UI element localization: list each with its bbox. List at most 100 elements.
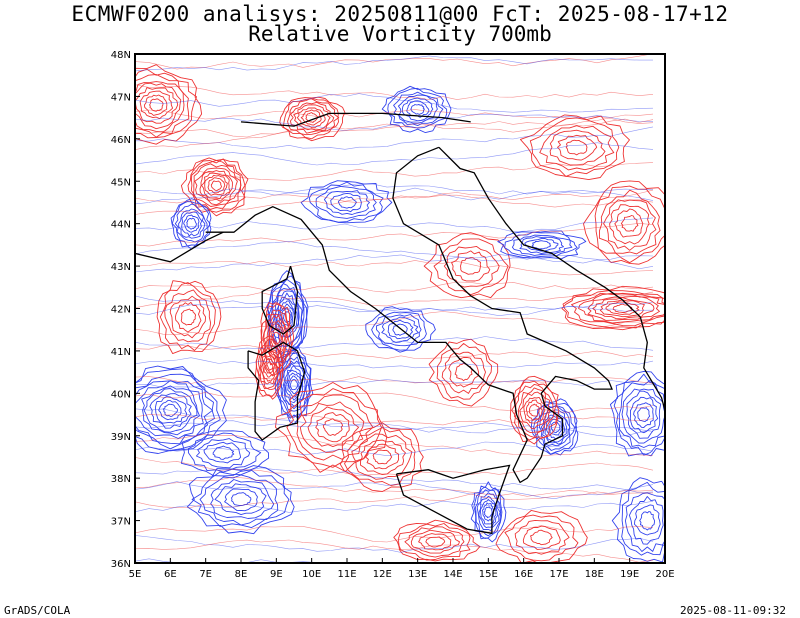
background-contour xyxy=(135,281,654,293)
negative-vorticity-contour xyxy=(375,314,422,347)
background-contour xyxy=(135,392,654,413)
negative-vorticity-contour xyxy=(224,488,258,512)
negative-vorticity-contour xyxy=(158,400,182,421)
negative-vorticity-contour xyxy=(629,396,659,434)
positive-vorticity-contour xyxy=(562,290,665,329)
background-contour xyxy=(135,217,654,233)
background-contour xyxy=(135,222,654,247)
background-contour xyxy=(135,260,654,276)
lat-label: 43N xyxy=(111,262,131,273)
negative-vorticity-contour xyxy=(497,230,587,260)
negative-vorticity-contour xyxy=(511,234,573,256)
positive-vorticity-contour xyxy=(372,449,393,465)
positive-vorticity-contour xyxy=(393,519,481,562)
negative-vorticity-contour xyxy=(401,97,434,122)
background-contour xyxy=(135,535,654,553)
positive-vorticity-contour xyxy=(360,439,406,476)
positive-vorticity-contour xyxy=(263,358,275,378)
negative-vorticity-contour xyxy=(392,323,408,336)
negative-vorticity-contour xyxy=(628,496,664,545)
positive-vorticity-contour xyxy=(620,215,639,232)
positive-vorticity-contour xyxy=(423,232,511,299)
lon-label: 19E xyxy=(620,569,639,580)
coastline xyxy=(261,265,299,335)
negative-vorticity-contour xyxy=(633,402,654,428)
background-contour xyxy=(135,420,654,434)
positive-vorticity-contour xyxy=(135,64,203,145)
background-contour xyxy=(135,301,654,317)
background-contour xyxy=(135,457,654,477)
positive-vorticity-contour xyxy=(144,94,168,116)
positive-vorticity-contour xyxy=(530,529,553,546)
background-contour xyxy=(135,54,654,70)
longitude-labels: 5E 6E 7E 8E 9E 10E 11E 12E 13E 14E 15E 16E 17E 18E 19E… xyxy=(129,569,675,580)
map-title-line2: Relative Vorticity 700mb xyxy=(248,22,552,46)
positive-vorticity-contour xyxy=(549,129,606,166)
negative-vorticity-contour xyxy=(186,465,295,535)
lat-label: 42N xyxy=(111,305,131,316)
positive-vorticity-contour xyxy=(598,189,661,255)
positive-vorticity-contour xyxy=(159,282,216,351)
positive-vorticity-contour xyxy=(571,292,665,327)
lon-label: 13E xyxy=(408,569,427,580)
background-contour xyxy=(135,539,654,563)
lon-label: 14E xyxy=(443,569,462,580)
positive-vorticity-contour xyxy=(272,331,281,345)
negative-vorticity-contour xyxy=(381,85,452,134)
coastline xyxy=(135,231,224,263)
negative-vorticity-contour xyxy=(483,506,493,519)
lon-label: 15E xyxy=(479,569,498,580)
negative-vorticity-contour xyxy=(548,418,563,436)
negative-vorticity-contour xyxy=(276,348,311,419)
negative-vorticity-contour xyxy=(203,441,242,464)
positive-vorticity-contour xyxy=(282,97,339,140)
lat-label: 37N xyxy=(111,517,131,528)
negative-vorticity-contour xyxy=(381,316,419,343)
lon-label: 10E xyxy=(302,569,321,580)
negative-vorticity-contour xyxy=(531,240,552,250)
negative-vorticity-contour xyxy=(618,380,665,448)
negative-vorticity-contour xyxy=(210,479,275,519)
coastline xyxy=(247,341,306,441)
lon-label: 11E xyxy=(337,569,356,580)
lon-label: 18E xyxy=(585,569,604,580)
negative-vorticity-contour xyxy=(639,511,655,531)
negative-vorticity-contour xyxy=(178,208,206,239)
positive-vorticity-contour xyxy=(539,125,615,171)
render-timestamp: 2025-08-11-09:32 xyxy=(680,604,786,617)
positive-vorticity-contour xyxy=(135,68,197,139)
negative-vorticity-contour xyxy=(543,412,568,443)
negative-vorticity-contour xyxy=(214,483,267,516)
negative-vorticity-contour xyxy=(154,396,188,424)
lat-label: 38N xyxy=(111,474,131,485)
lat-label: 36N xyxy=(111,559,131,570)
background-contour xyxy=(135,407,654,438)
positive-vorticity-contour xyxy=(265,361,274,374)
negative-vorticity-contour xyxy=(199,474,279,526)
lon-label: 7E xyxy=(199,569,212,580)
positive-vorticity-contour xyxy=(599,299,645,318)
background-contour xyxy=(135,189,654,217)
negative-vorticity-contour xyxy=(634,504,661,536)
negative-vorticity-contour xyxy=(371,311,427,351)
lat-label: 47N xyxy=(111,92,131,103)
positive-vorticity-contour xyxy=(279,96,346,142)
negative-vorticity-contour xyxy=(538,405,571,447)
positive-vorticity-contour xyxy=(207,177,226,194)
negative-vorticity-contour xyxy=(613,373,665,456)
positive-vorticity-contour xyxy=(307,406,360,448)
positive-vorticity-contour xyxy=(180,157,249,217)
positive-vorticity-contour xyxy=(305,112,319,123)
positive-vorticity-contour xyxy=(428,338,499,407)
positive-vorticity-contour xyxy=(410,529,460,554)
positive-vorticity-contour xyxy=(254,335,284,400)
positive-vorticity-contour xyxy=(583,180,665,265)
map-frame xyxy=(134,53,666,564)
negative-vorticity-contour xyxy=(212,445,235,460)
positive-vorticity-contour xyxy=(296,107,326,129)
background-contour xyxy=(135,525,654,543)
coastline xyxy=(205,146,613,484)
negative-vorticity-contour xyxy=(621,388,665,444)
negative-vorticity-contour xyxy=(338,196,357,209)
positive-vorticity-contour xyxy=(504,514,579,562)
